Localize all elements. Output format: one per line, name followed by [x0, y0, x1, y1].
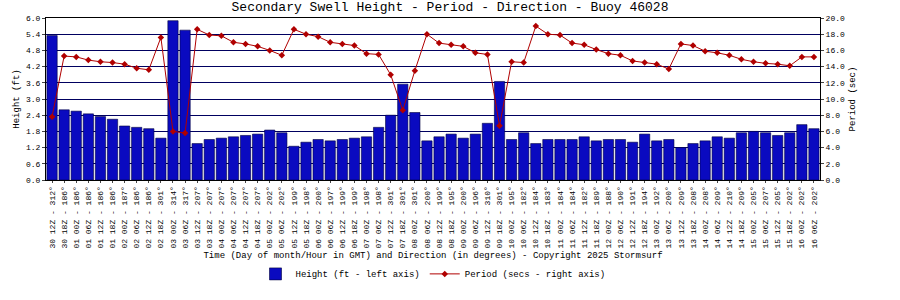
svg-text:02 18Z - 301°: 02 18Z - 301° [156, 186, 165, 248]
svg-text:01 00Z - 186°: 01 00Z - 186° [72, 186, 81, 248]
svg-text:06 00Z - 200°: 06 00Z - 200° [314, 186, 323, 248]
svg-text:07 18Z - 301°: 07 18Z - 301° [398, 186, 407, 248]
svg-text:14 18Z - 209°: 14 18Z - 209° [737, 186, 746, 248]
svg-text:4.0: 4.0 [826, 143, 841, 152]
svg-text:06 18Z - 199°: 06 18Z - 199° [350, 186, 359, 248]
svg-text:07 00Z - 198°: 07 00Z - 198° [362, 186, 371, 248]
svg-text:0.6: 0.6 [26, 160, 41, 169]
svg-text:Period (secs - right axis): Period (secs - right axis) [465, 270, 605, 280]
svg-text:07 06Z - 198°: 07 06Z - 198° [374, 186, 383, 248]
svg-text:10 12Z - 184°: 10 12Z - 184° [531, 186, 540, 248]
svg-text:18.0: 18.0 [826, 30, 845, 39]
svg-text:Height (ft): Height (ft) [12, 69, 22, 128]
svg-text:11 06Z - 184°: 11 06Z - 184° [568, 186, 577, 248]
svg-text:10 06Z - 182°: 10 06Z - 182° [519, 186, 528, 248]
svg-text:03 18Z - 207°: 03 18Z - 207° [205, 186, 214, 248]
svg-text:08 06Z - 200°: 08 06Z - 200° [423, 186, 432, 248]
svg-text:2.0: 2.0 [826, 160, 841, 169]
svg-text:07 12Z - 301°: 07 12Z - 301° [386, 186, 395, 248]
svg-text:12 06Z - 190°: 12 06Z - 190° [616, 186, 625, 248]
svg-text:3.0: 3.0 [26, 95, 41, 104]
svg-text:09 06Z - 196°: 09 06Z - 196° [471, 186, 480, 248]
svg-text:03 06Z - 317°: 03 06Z - 317° [181, 186, 190, 248]
svg-text:06 06Z - 197°: 06 06Z - 197° [326, 186, 335, 248]
svg-text:8.0: 8.0 [826, 111, 841, 120]
svg-text:10 00Z - 195°: 10 00Z - 195° [507, 186, 516, 248]
svg-text:0.0: 0.0 [26, 176, 41, 185]
svg-text:09 12Z - 310°: 09 12Z - 310° [483, 186, 492, 248]
svg-text:01 06Z - 186°: 01 06Z - 186° [84, 186, 93, 248]
svg-text:10.0: 10.0 [826, 95, 845, 104]
svg-text:04 06Z - 207°: 04 06Z - 207° [229, 186, 238, 248]
svg-text:11 18Z - 189°: 11 18Z - 189° [592, 186, 601, 248]
svg-text:15 18Z - 202°: 15 18Z - 202° [785, 186, 794, 248]
svg-text:04 18Z - 207°: 04 18Z - 207° [253, 186, 262, 248]
svg-text:16 00Z - 202°: 16 00Z - 202° [797, 186, 806, 248]
svg-text:5.4: 5.4 [26, 30, 41, 39]
svg-text:05 12Z - 199°: 05 12Z - 199° [290, 186, 299, 248]
svg-text:11 12Z - 182°: 11 12Z - 182° [580, 186, 589, 248]
svg-text:15 06Z - 207°: 15 06Z - 207° [761, 186, 770, 248]
svg-text:13 18Z - 208°: 13 18Z - 208° [689, 186, 698, 248]
svg-text:04 12Z - 207°: 04 12Z - 207° [241, 186, 250, 248]
svg-text:02 12Z - 186°: 02 12Z - 186° [144, 186, 153, 248]
svg-text:16.0: 16.0 [826, 46, 845, 55]
svg-text:04 00Z - 207°: 04 00Z - 207° [217, 186, 226, 248]
svg-text:13 06Z - 200°: 13 06Z - 200° [664, 186, 673, 248]
svg-text:Height (ft - left axis): Height (ft - left axis) [296, 270, 420, 280]
svg-text:05 06Z - 202°: 05 06Z - 202° [277, 186, 286, 248]
svg-text:03 00Z - 314°: 03 00Z - 314° [169, 186, 178, 248]
svg-text:2.4: 2.4 [26, 111, 41, 120]
svg-text:06 12Z - 199°: 06 12Z - 199° [338, 186, 347, 248]
svg-text:20.0: 20.0 [826, 14, 845, 23]
svg-text:01 18Z - 186°: 01 18Z - 186° [108, 186, 117, 248]
svg-text:6.0: 6.0 [826, 127, 841, 136]
svg-text:14 00Z - 208°: 14 00Z - 208° [701, 186, 710, 248]
svg-text:3.6: 3.6 [26, 79, 41, 88]
svg-text:15 12Z - 205°: 15 12Z - 205° [773, 186, 782, 248]
svg-text:14 12Z - 210°: 14 12Z - 210° [725, 186, 734, 248]
svg-text:30 12Z - 312°: 30 12Z - 312° [48, 186, 57, 248]
svg-text:12.0: 12.0 [826, 79, 845, 88]
svg-text:08 18Z - 195°: 08 18Z - 195° [447, 186, 456, 248]
svg-text:0.0: 0.0 [826, 176, 841, 185]
svg-text:1.2: 1.2 [26, 143, 41, 152]
svg-text:4.8: 4.8 [26, 46, 41, 55]
svg-text:12 12Z - 191°: 12 12Z - 191° [628, 186, 637, 248]
svg-text:02 00Z - 187°: 02 00Z - 187° [120, 186, 129, 248]
svg-text:03 12Z - 207°: 03 12Z - 207° [193, 186, 202, 248]
svg-text:05 18Z - 198°: 05 18Z - 198° [302, 186, 311, 248]
svg-text:08 12Z - 199°: 08 12Z - 199° [435, 186, 444, 248]
svg-text:13 12Z - 209°: 13 12Z - 209° [677, 186, 686, 248]
svg-text:10 18Z - 183°: 10 18Z - 183° [543, 186, 552, 248]
svg-text:Period (sec): Period (sec) [848, 67, 858, 132]
svg-text:16 06Z - 202°: 16 06Z - 202° [810, 186, 819, 248]
svg-text:4.2: 4.2 [26, 62, 41, 71]
svg-text:Time (Day of month/Hour in GMT: Time (Day of month/Hour in GMT) and Dire… [203, 251, 662, 261]
svg-text:6.0: 6.0 [26, 14, 41, 23]
svg-text:14.0: 14.0 [826, 62, 845, 71]
svg-text:14 06Z - 209°: 14 06Z - 209° [713, 186, 722, 248]
svg-text:08 00Z - 301°: 08 00Z - 301° [410, 186, 419, 248]
svg-text:05 00Z - 202°: 05 00Z - 202° [265, 186, 274, 248]
svg-text:02 06Z - 186°: 02 06Z - 186° [132, 186, 141, 248]
svg-text:01 12Z - 186°: 01 12Z - 186° [96, 186, 105, 248]
svg-text:09 18Z - 301°: 09 18Z - 301° [495, 186, 504, 248]
svg-text:13 00Z - 192°: 13 00Z - 192° [652, 186, 661, 248]
svg-text:30 18Z - 186°: 30 18Z - 186° [60, 186, 69, 248]
svg-text:1.8: 1.8 [26, 127, 41, 136]
svg-text:11 00Z - 184°: 11 00Z - 184° [556, 186, 565, 248]
svg-text:15 00Z - 205°: 15 00Z - 205° [749, 186, 758, 248]
svg-text:09 00Z - 200°: 09 00Z - 200° [459, 186, 468, 248]
svg-text:12 00Z - 188°: 12 00Z - 188° [604, 186, 613, 248]
svg-text:Secondary Swell Height - Perio: Secondary Swell Height - Period - Direct… [232, 0, 669, 15]
svg-text:12 18Z - 194°: 12 18Z - 194° [640, 186, 649, 248]
